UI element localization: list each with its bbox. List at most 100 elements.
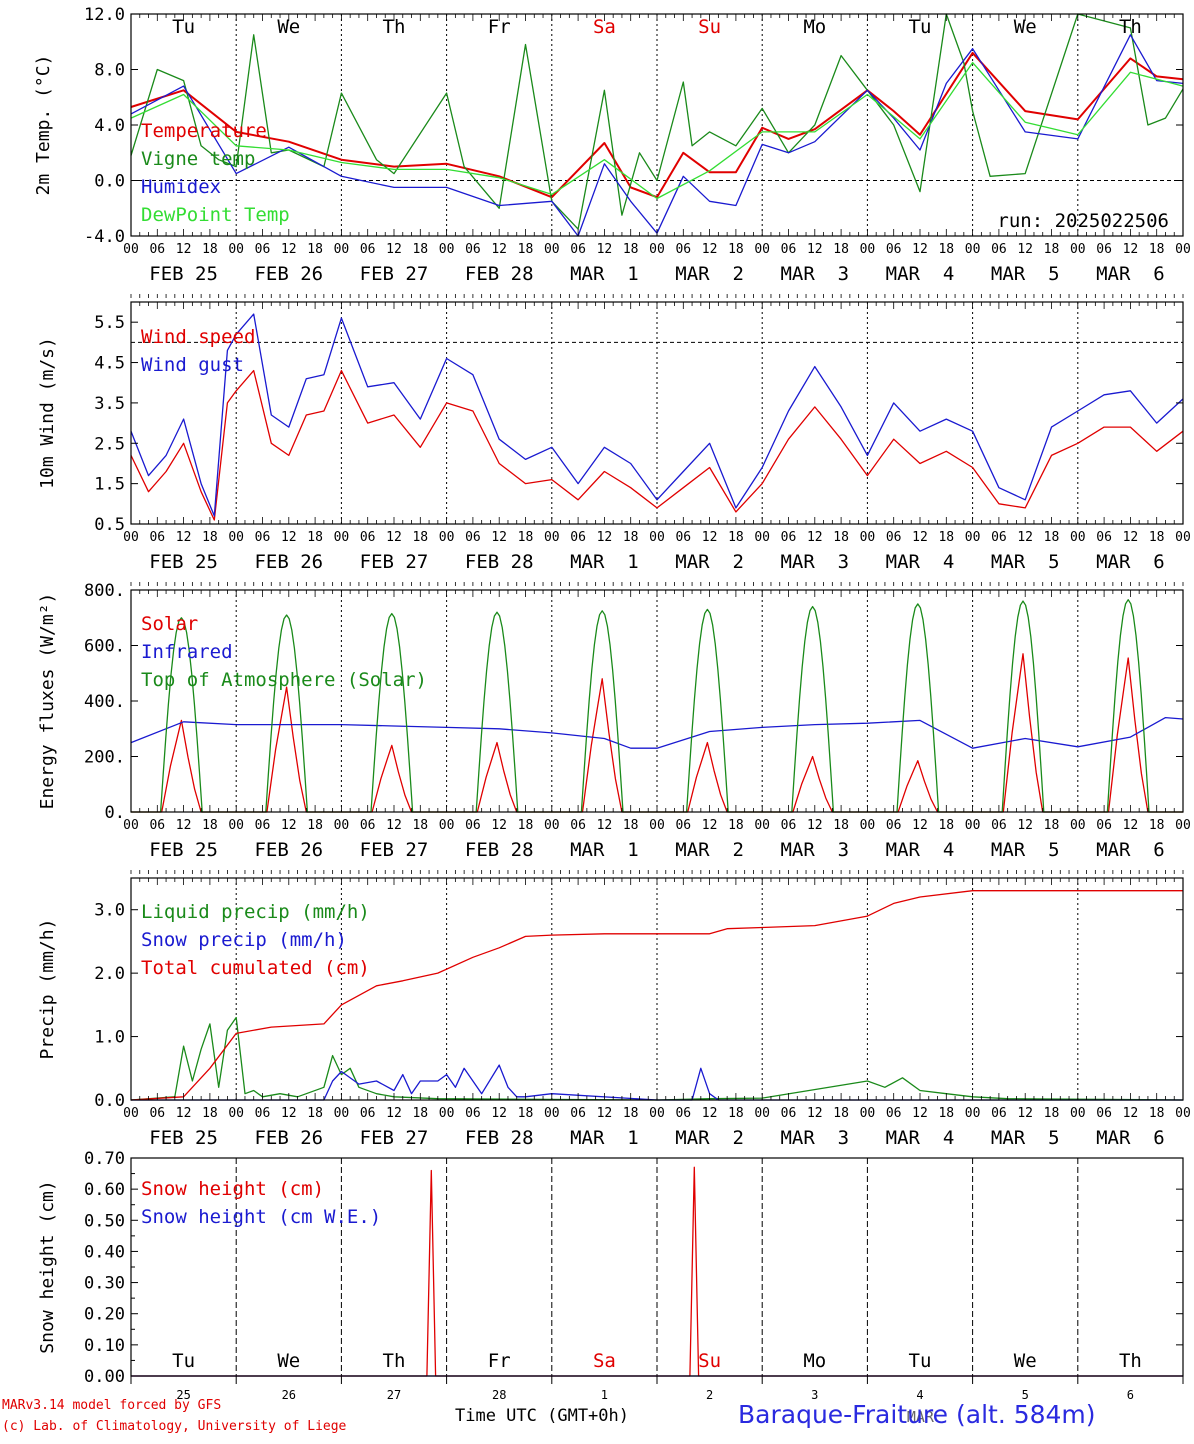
series-line: [130, 51, 1184, 199]
hour-label: 12: [597, 242, 613, 257]
hour-label: 12: [702, 530, 718, 545]
hour-label: 06: [465, 818, 481, 833]
hour-label: 18: [623, 1106, 639, 1121]
hour-label: 18: [202, 530, 218, 545]
hour-label: 18: [518, 818, 534, 833]
hour-label: 06: [991, 1106, 1007, 1121]
hour-label: 18: [623, 242, 639, 257]
weekday-label: Tu: [909, 1350, 932, 1372]
y-tick-label: 600.: [84, 637, 125, 657]
hour-label: 18: [623, 530, 639, 545]
hour-label: 18: [833, 1106, 849, 1121]
panel-1: -4.0 0.0 4.0 8.0 12.0 00 06 12 18 00 06 12 18 00 06 12 1…: [33, 5, 1191, 298]
legend-entry: Snow precip (mm/h): [141, 929, 347, 951]
hour-label: 06: [1096, 818, 1112, 833]
hour-label: 18: [728, 530, 744, 545]
date-label: MAR 3: [780, 1127, 849, 1149]
station-title: Baraque-Fraiture (alt. 584m): [738, 1400, 1096, 1429]
date-label: FEB 28: [465, 839, 534, 861]
hour-label: 00: [860, 530, 876, 545]
hour-label: 06: [360, 818, 376, 833]
hour-label: 00: [123, 242, 139, 257]
hour-label: 00: [1070, 818, 1086, 833]
hour-label: 12: [807, 818, 823, 833]
hour-label: 00: [1175, 242, 1191, 257]
hour-label: 18: [728, 242, 744, 257]
run-label: run: 2025022506: [997, 210, 1169, 232]
hour-label: 18: [518, 530, 534, 545]
hour-label: 12: [1123, 1106, 1139, 1121]
hour-label: 12: [807, 530, 823, 545]
legend-entry: DewPoint Temp: [141, 204, 290, 226]
hour-label: 00: [123, 818, 139, 833]
hour-label: 12: [1017, 1106, 1033, 1121]
hour-label: 18: [518, 242, 534, 257]
hour-label: 18: [938, 530, 954, 545]
legend-entry: Infrared: [141, 641, 233, 663]
hour-label: 06: [360, 242, 376, 257]
hour-label: 06: [570, 818, 586, 833]
hour-label: 18: [412, 1106, 428, 1121]
legend-entry: Top of Atmosphere (Solar): [141, 669, 427, 691]
weekday-label: Th: [383, 1350, 406, 1372]
y-axis-label: 2m Temp. (°C): [33, 55, 54, 196]
y-tick-label: 12.0: [84, 5, 125, 25]
y-tick-label: 5.5: [94, 313, 125, 333]
hour-label: 18: [1149, 1106, 1165, 1121]
hour-label: 12: [912, 818, 928, 833]
hour-label: 06: [149, 1106, 165, 1121]
y-tick-label: 0.00: [84, 1367, 125, 1387]
hour-label: 12: [176, 818, 192, 833]
y-tick-label: 2.0: [94, 964, 125, 984]
y-tick-label: -4.0: [84, 227, 125, 247]
date-label: FEB 26: [254, 263, 323, 285]
hour-label: 00: [754, 818, 770, 833]
hour-label: 00: [1070, 242, 1086, 257]
hour-label: 06: [886, 242, 902, 257]
date-label: FEB 27: [360, 1127, 429, 1149]
day-number-label: 27: [387, 1388, 401, 1402]
hour-label: 00: [754, 1106, 770, 1121]
weekday-label: Tu: [172, 1350, 195, 1372]
hour-label: 00: [334, 1106, 350, 1121]
day-number-label: 2: [706, 1388, 713, 1402]
hour-label: 00: [754, 242, 770, 257]
day-number-label: 5: [1022, 1388, 1029, 1402]
date-label: MAR 4: [886, 839, 955, 861]
y-tick-label: 0.50: [84, 1211, 125, 1231]
hour-label: 12: [1123, 818, 1139, 833]
hour-label: 06: [360, 530, 376, 545]
x-axis-title: Time UTC (GMT+0h): [455, 1406, 629, 1426]
date-label: FEB 27: [360, 551, 429, 573]
hour-label: 00: [228, 242, 244, 257]
hour-label: 12: [386, 1106, 402, 1121]
weekday-label: Fr: [488, 16, 511, 38]
y-tick-label: 0.0: [94, 1091, 125, 1111]
y-tick-label: 0.70: [84, 1149, 125, 1169]
date-label: FEB 25: [149, 1127, 218, 1149]
y-tick-label: 0.10: [84, 1336, 125, 1356]
hour-label: 00: [1175, 1106, 1191, 1121]
y-tick-label: 0.30: [84, 1274, 125, 1294]
hour-label: 06: [991, 530, 1007, 545]
date-label: MAR 2: [675, 551, 744, 573]
hour-label: 12: [1123, 242, 1139, 257]
hour-label: 00: [439, 242, 455, 257]
hour-label: 00: [965, 818, 981, 833]
weekday-label: Th: [383, 16, 406, 38]
y-tick-label: 400.: [84, 692, 125, 712]
hour-label: 12: [386, 818, 402, 833]
y-axis-label: Snow height (cm): [37, 1180, 58, 1353]
date-label: MAR 3: [780, 263, 849, 285]
day-number-label: 6: [1127, 1388, 1134, 1402]
hour-label: 18: [412, 530, 428, 545]
weekday-label: Mo: [803, 16, 826, 38]
day-number-label: 3: [811, 1388, 818, 1402]
month-label: MAR: [907, 1408, 935, 1426]
date-label: MAR 1: [570, 263, 639, 285]
y-tick-label: 3.0: [94, 901, 125, 921]
hour-label: 00: [228, 530, 244, 545]
hour-label: 18: [1044, 818, 1060, 833]
date-label: MAR 1: [570, 551, 639, 573]
